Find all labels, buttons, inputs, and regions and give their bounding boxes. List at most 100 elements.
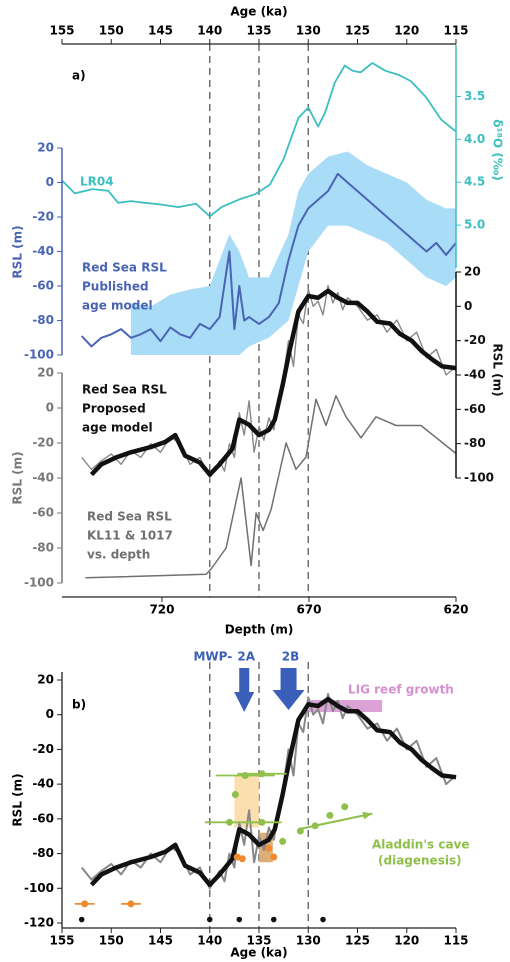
y-tick-label: -100 <box>464 471 494 485</box>
y-tick-label: 4.5 <box>464 175 485 189</box>
y-tick-label: 0 <box>46 401 54 415</box>
series-label: KL11 & 1017 <box>87 529 173 543</box>
y-tick-label: -80 <box>464 436 486 450</box>
x-tick-label: 155 <box>49 934 74 948</box>
y-axis-title: RSL (m) <box>11 451 25 504</box>
x-axis-title: Age (ka) <box>230 946 287 960</box>
x-tick-label: 140 <box>197 24 222 38</box>
series-line <box>89 288 457 477</box>
x-tick-label: 150 <box>99 934 124 948</box>
y-tick-label: -100 <box>24 576 54 590</box>
y-tick-label: -80 <box>32 313 54 327</box>
y-tick-label: -60 <box>32 811 54 825</box>
series-line <box>89 696 457 888</box>
y-tick-label: -60 <box>464 402 486 416</box>
point <box>270 853 278 861</box>
series-label: Proposed <box>82 402 146 416</box>
point <box>265 844 273 852</box>
event-label: 2A <box>237 650 255 664</box>
y-tick-label: 20 <box>464 265 481 279</box>
x-tick-label: 125 <box>345 934 370 948</box>
series-line <box>61 62 457 218</box>
x-tick-label: 150 <box>99 24 124 38</box>
event-arrow <box>272 668 305 710</box>
y-tick-label: 20 <box>37 141 54 155</box>
point <box>238 855 246 863</box>
series-label: age model <box>82 299 153 313</box>
y-tick-label: -60 <box>32 506 54 520</box>
y-tick-label: -20 <box>32 742 54 756</box>
y-tick-label: -20 <box>32 210 54 224</box>
y-axis-title: RSL (m) <box>491 343 505 396</box>
point <box>258 770 266 778</box>
y-tick-label: -80 <box>32 541 54 555</box>
series-label: age model <box>82 421 153 435</box>
y-tick-label: -40 <box>32 471 54 485</box>
y-tick-label: 0 <box>46 175 54 189</box>
x-tick-label: 120 <box>394 934 419 948</box>
y-tick-label: 0 <box>464 299 472 313</box>
y-tick-label: 5.0 <box>464 218 485 232</box>
point <box>236 916 243 923</box>
x-axis-title: Age (ka) <box>230 5 287 19</box>
age-box <box>234 775 259 828</box>
x-tick-label: 720 <box>149 603 174 617</box>
y-tick-label: -40 <box>464 368 486 382</box>
event-prefix: MWP- <box>193 650 232 664</box>
x-axis-title: Depth (m) <box>225 623 294 637</box>
point <box>231 791 239 799</box>
y-tick-label: -120 <box>24 916 54 930</box>
series-label: Red Sea RSL <box>82 383 167 397</box>
y-tick-label: 20 <box>37 366 54 380</box>
y-tick-label: 20 <box>37 673 54 687</box>
event-arrow <box>234 668 255 712</box>
y-tick-label: -40 <box>32 244 54 258</box>
y-tick-label: 4.0 <box>464 132 485 146</box>
x-tick-label: 115 <box>443 24 468 38</box>
x-tick-label: 140 <box>197 934 222 948</box>
point <box>225 818 233 826</box>
x-tick-label: 620 <box>443 603 468 617</box>
point <box>258 818 266 826</box>
event-label: 2B <box>282 650 300 664</box>
series-label: Red Sea RSL <box>87 510 172 524</box>
point <box>326 811 334 819</box>
y-axis-title: δ¹⁸O (‰) <box>491 119 505 180</box>
series-label: LR04 <box>80 175 114 189</box>
y-tick-label: 0 <box>46 707 54 721</box>
y-tick-label: -100 <box>24 348 54 362</box>
x-tick-label: 145 <box>148 934 173 948</box>
cave-label: (diagenesis) <box>378 854 462 868</box>
x-tick-label: 120 <box>394 24 419 38</box>
x-tick-label: 130 <box>296 24 321 38</box>
y-tick-label: -20 <box>464 333 486 347</box>
x-tick-label: 670 <box>296 603 321 617</box>
trend-arrow <box>298 812 373 831</box>
point <box>127 900 135 908</box>
point <box>206 916 213 923</box>
arrow-head <box>362 811 373 820</box>
uncertainty-band <box>130 151 456 355</box>
y-tick-label: -20 <box>32 436 54 450</box>
point <box>78 916 85 923</box>
y-tick-label: -60 <box>32 279 54 293</box>
y-axis-title: RSL (m) <box>11 225 25 278</box>
y-tick-label: -100 <box>24 881 54 895</box>
series-label: Red Sea RSL <box>82 261 167 275</box>
y-tick-label: -80 <box>32 846 54 860</box>
panel-label: a) <box>72 69 86 83</box>
y-tick-label: -40 <box>32 777 54 791</box>
series-line <box>85 395 457 579</box>
x-tick-label: 135 <box>246 934 271 948</box>
y-axis-title: RSL (m) <box>11 773 25 826</box>
reef-label: LIG reef growth <box>348 683 454 697</box>
x-tick-label: 115 <box>443 934 468 948</box>
x-tick-label: 155 <box>49 24 74 38</box>
series-label: Published <box>82 280 149 294</box>
y-tick-label: 3.5 <box>464 89 485 103</box>
point <box>81 900 89 908</box>
x-tick-label: 125 <box>345 24 370 38</box>
point <box>341 803 349 811</box>
x-tick-label: 145 <box>148 24 173 38</box>
